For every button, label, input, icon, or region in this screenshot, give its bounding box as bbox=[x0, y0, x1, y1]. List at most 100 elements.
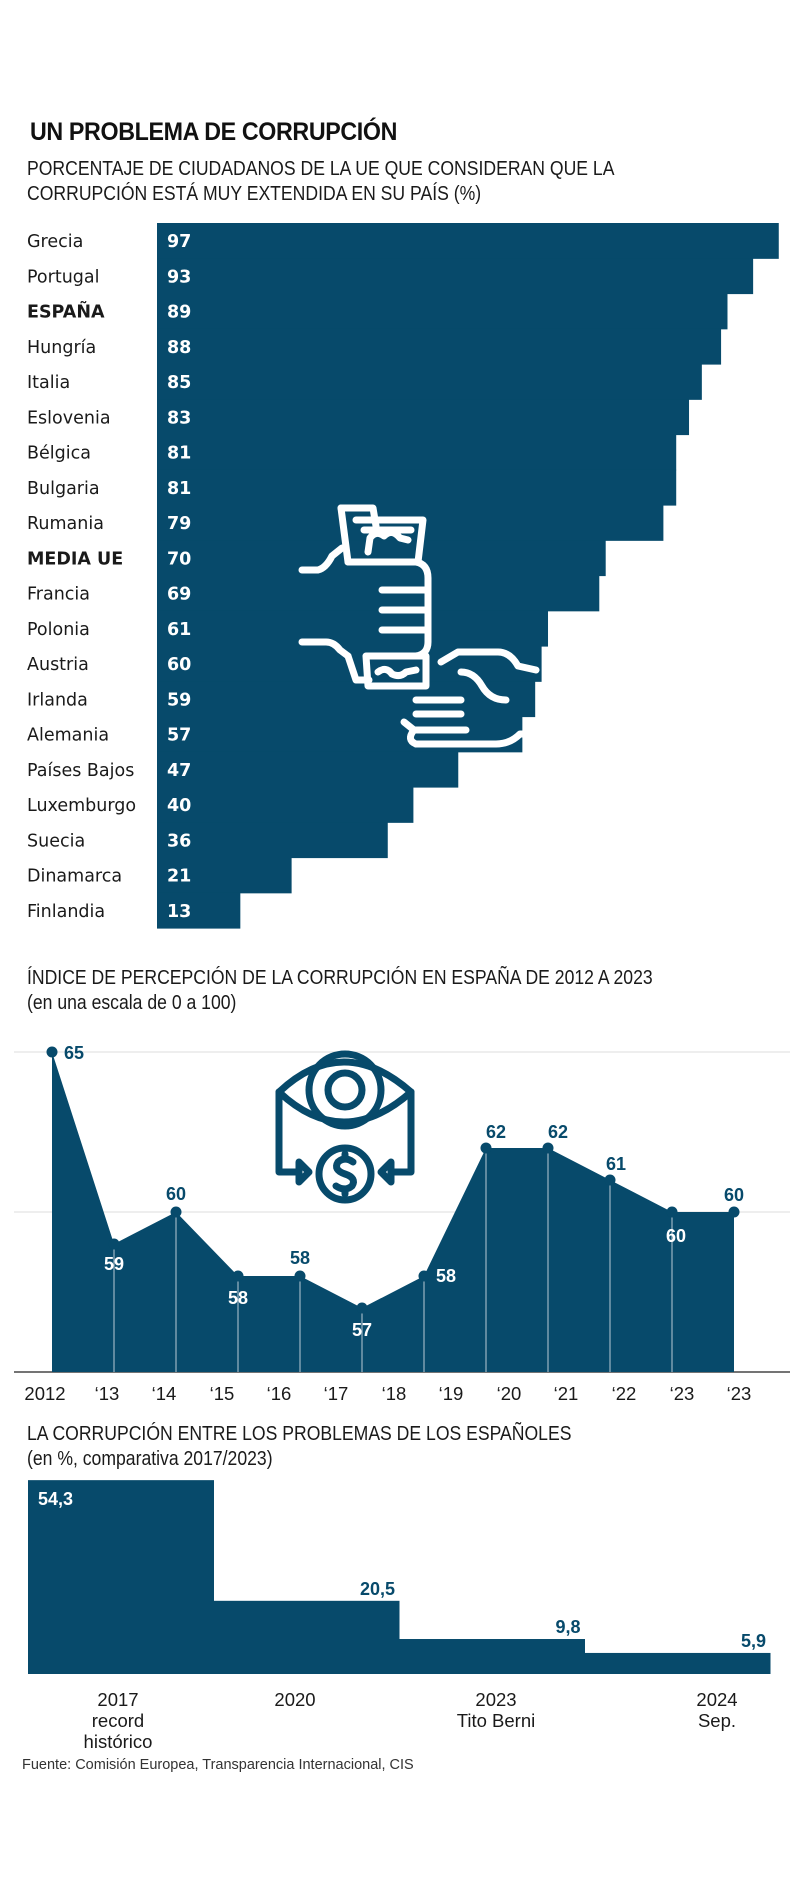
x-tick-label: ‘14 bbox=[152, 1383, 177, 1404]
data-point bbox=[480, 1142, 492, 1154]
x-tick-label: ‘16 bbox=[267, 1383, 292, 1404]
bar bbox=[157, 258, 754, 295]
value-label: 57 bbox=[167, 726, 191, 746]
chart1-svg: Grecia Portugal ESPAÑA Hungría Italia Esloven… bbox=[27, 223, 779, 929]
value-label: 61 bbox=[167, 620, 191, 640]
data-point bbox=[604, 1174, 616, 1186]
page-title: UN PROBLEMA DE CORRUPCIÓN bbox=[30, 118, 398, 146]
category-label: 2024 bbox=[696, 1689, 737, 1710]
category-label: Finlandia bbox=[27, 902, 105, 922]
category-label: 2020 bbox=[274, 1689, 315, 1710]
value-label: 47 bbox=[167, 761, 191, 781]
value-label: 59 bbox=[167, 690, 191, 710]
chart2-drop-lines bbox=[113, 1152, 673, 1372]
value-label: 88 bbox=[167, 338, 191, 358]
x-tick-label: ‘13 bbox=[95, 1383, 120, 1404]
category-label: histórico bbox=[84, 1731, 153, 1752]
x-tick-label: ‘20 bbox=[497, 1383, 522, 1404]
source-note: Fuente: Comisión Europea, Transparencia … bbox=[22, 1757, 414, 1773]
chart2-area bbox=[52, 1052, 734, 1372]
value-label: 40 bbox=[167, 796, 191, 816]
value-label: 36 bbox=[167, 831, 191, 851]
x-tick-label: ‘17 bbox=[324, 1383, 349, 1404]
category-label: Hungría bbox=[27, 338, 96, 358]
category-label: Grecia bbox=[27, 232, 83, 252]
data-label: 62 bbox=[486, 1122, 506, 1142]
bribe-hands-money-icon bbox=[298, 504, 540, 748]
category-label: Portugal bbox=[27, 267, 99, 287]
bar bbox=[157, 328, 722, 365]
data-label: 65 bbox=[64, 1043, 84, 1063]
chart2-title-line: ÍNDICE DE PERCEPCIÓN DE LA CORRUPCIÓN EN… bbox=[27, 967, 653, 989]
category-label: ESPAÑA bbox=[27, 300, 105, 323]
value-label: 54,3 bbox=[38, 1489, 73, 1509]
category-label: Francia bbox=[27, 585, 90, 605]
data-label: 57 bbox=[352, 1320, 372, 1340]
category-label: Alemania bbox=[27, 726, 109, 746]
data-point bbox=[418, 1270, 430, 1282]
bar bbox=[157, 223, 779, 259]
x-tick-label: ‘23 bbox=[670, 1383, 695, 1404]
category-label: Eslovenia bbox=[27, 408, 111, 428]
bar bbox=[157, 681, 536, 718]
data-point bbox=[294, 1270, 306, 1282]
value-label: 20,5 bbox=[360, 1579, 395, 1599]
value-label: 97 bbox=[167, 232, 191, 252]
bar bbox=[157, 469, 677, 506]
chart2-x-tick-labels: 2012 ‘13 ‘14 ‘15 ‘16 ‘17 ‘18 ‘19 ‘20 ‘21 ‘22 ‘23 ‘23 bbox=[24, 1383, 751, 1404]
value-label: 81 bbox=[167, 444, 191, 464]
data-label: 58 bbox=[436, 1266, 456, 1286]
bar bbox=[157, 399, 690, 436]
bar bbox=[157, 540, 606, 577]
category-label: Rumania bbox=[27, 514, 104, 534]
data-label: 58 bbox=[228, 1288, 248, 1308]
value-label: 70 bbox=[167, 549, 191, 569]
bar bbox=[157, 892, 241, 929]
area-fill bbox=[52, 1052, 734, 1372]
category-label: Polonia bbox=[27, 620, 90, 640]
value-label: 85 bbox=[167, 373, 191, 393]
data-label: 62 bbox=[548, 1122, 568, 1142]
data-label: 60 bbox=[724, 1185, 744, 1205]
x-tick-label: 2012 bbox=[24, 1383, 65, 1404]
chart2-svg: 65 59 60 58 58 57 58 62 62 61 60 60 2012 ‘13 ‘14 ‘15 ‘1… bbox=[14, 1043, 790, 1404]
value-label: 93 bbox=[167, 267, 191, 287]
data-label: 61 bbox=[606, 1154, 626, 1174]
data-label: 60 bbox=[166, 1184, 186, 1204]
chart3-title-line: LA CORRUPCIÓN ENTRE LOS PROBLEMAS DE LOS… bbox=[27, 1423, 572, 1445]
bar bbox=[28, 1480, 214, 1674]
bar bbox=[399, 1639, 585, 1674]
bar bbox=[157, 575, 600, 612]
value-label: 83 bbox=[167, 408, 191, 428]
chart1-title: PORCENTAJE DE CIUDADANOS DE LA UE QUE CO… bbox=[27, 157, 614, 207]
chart3-value-labels: 54,3 20,5 9,8 5,9 bbox=[38, 1489, 766, 1651]
bar bbox=[157, 857, 292, 894]
chart1-title-line2: CORRUPCIÓN ESTÁ MUY EXTENDIDA EN SU PAÍS… bbox=[27, 183, 482, 205]
bar bbox=[157, 787, 414, 823]
category-label: 2023 bbox=[475, 1689, 516, 1710]
value-label: 5,9 bbox=[741, 1631, 766, 1651]
category-label: Bulgaria bbox=[27, 479, 100, 499]
chart2-title: ÍNDICE DE PERCEPCIÓN DE LA CORRUPCIÓN EN… bbox=[27, 966, 653, 1016]
data-point bbox=[108, 1238, 120, 1250]
value-label: 13 bbox=[167, 902, 191, 922]
bar bbox=[157, 822, 388, 859]
chart1-value-labels: 97 93 89 88 85 83 81 81 79 70 69 61 60 59 57 47 40 36 21 13 bbox=[167, 232, 191, 922]
bar bbox=[157, 364, 702, 400]
x-tick-label: ‘23 bbox=[727, 1383, 752, 1404]
value-label: 60 bbox=[167, 655, 191, 675]
data-point bbox=[356, 1302, 368, 1314]
category-label: Dinamarca bbox=[27, 867, 122, 887]
category-label: 2017 bbox=[97, 1689, 138, 1710]
value-label: 21 bbox=[167, 867, 191, 887]
x-tick-label: ‘19 bbox=[439, 1383, 464, 1404]
x-tick-label: ‘22 bbox=[612, 1383, 637, 1404]
chart3-subtitle: (en %, comparativa 2017/2023) bbox=[27, 1448, 273, 1470]
data-label: 59 bbox=[104, 1254, 124, 1274]
data-point bbox=[170, 1206, 182, 1218]
category-label: Sep. bbox=[698, 1710, 736, 1731]
category-label: Suecia bbox=[27, 831, 85, 851]
bar bbox=[157, 610, 549, 647]
